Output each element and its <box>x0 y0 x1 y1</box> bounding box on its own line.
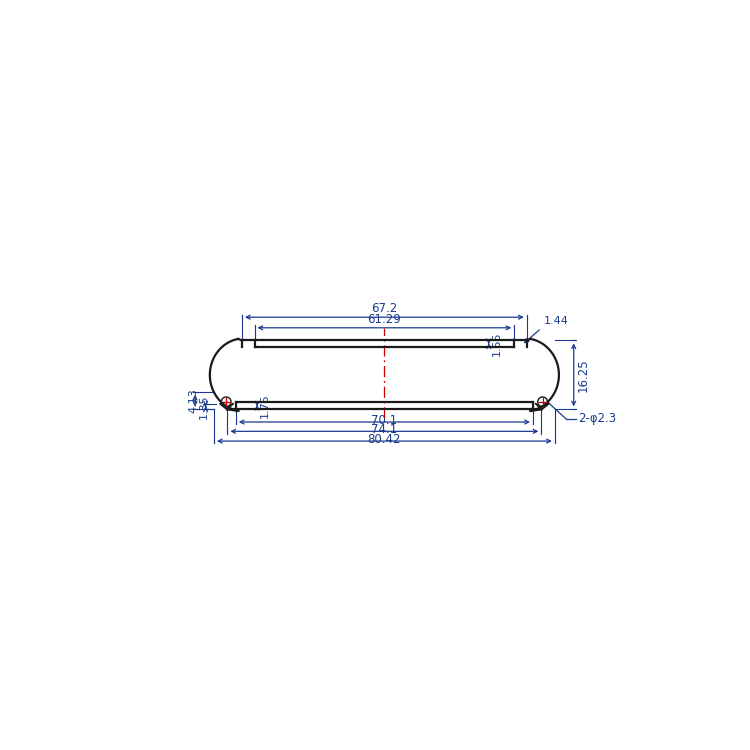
Text: 80.42: 80.42 <box>368 433 401 446</box>
Text: 61.29: 61.29 <box>368 313 401 326</box>
Text: 1.55: 1.55 <box>492 332 502 356</box>
Text: 4.13: 4.13 <box>189 388 199 413</box>
Text: 1.35: 1.35 <box>200 394 209 418</box>
Text: 74.1: 74.1 <box>371 424 398 436</box>
Text: 1.75: 1.75 <box>260 393 270 418</box>
Text: 67.2: 67.2 <box>371 302 398 315</box>
Text: 1.44: 1.44 <box>544 316 568 326</box>
Text: 2-φ2.3: 2-φ2.3 <box>578 413 616 425</box>
Text: 16.25: 16.25 <box>577 358 590 392</box>
Text: 70.1: 70.1 <box>371 414 398 427</box>
